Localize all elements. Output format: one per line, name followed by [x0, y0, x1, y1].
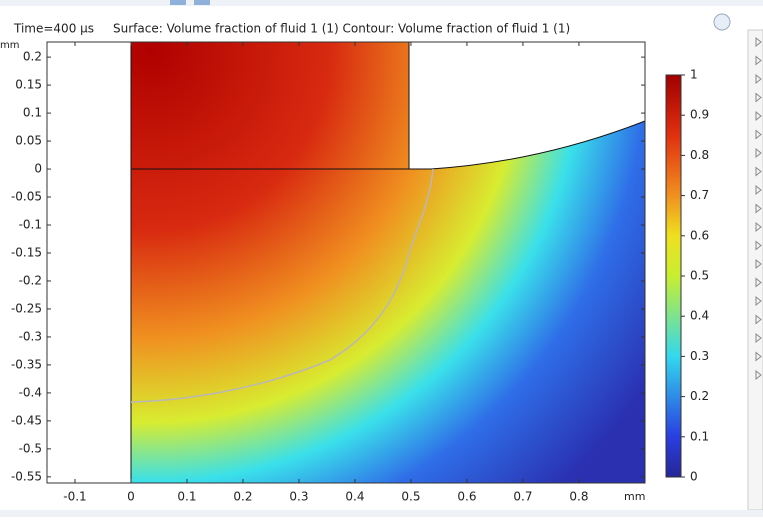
y-tick-label: -0.3 [19, 329, 42, 343]
expand-arrow [755, 36, 762, 48]
toolbar-button[interactable] [194, 0, 210, 5]
plot-title: Surface: Volume fraction of fluid 1 (1) … [113, 22, 570, 36]
expand-arrow [755, 332, 762, 344]
y-tick-label: -0.55 [11, 469, 42, 483]
y-tick-label: -0.5 [19, 441, 42, 455]
x-tick-label: -0.1 [63, 490, 86, 504]
x-tick-label: 0.8 [569, 490, 588, 504]
domain-boundary [130, 42, 646, 483]
expand-arrow [755, 110, 762, 122]
expand-arrow [755, 240, 762, 251]
contour-line [130, 168, 434, 403]
expand-arrow [755, 166, 762, 177]
y-tick-label: -0.25 [11, 301, 42, 315]
x-tick-label: 0.7 [513, 490, 532, 504]
x-tick-label: 0.5 [401, 490, 420, 504]
x-tick-label: 0.6 [457, 490, 476, 504]
expand-arrow [755, 203, 762, 214]
expand-arrow [755, 314, 762, 325]
expand-arrow [755, 184, 762, 196]
status-bar [0, 510, 763, 517]
y-tick-label: 0 [34, 162, 42, 176]
side-arrows [755, 36, 762, 381]
x-tick-label: 0 [127, 490, 135, 504]
x-tick-label: 0.2 [233, 490, 252, 504]
y-tick-label: -0.15 [11, 245, 42, 259]
colorbar-tick-label: 0.1 [690, 429, 709, 443]
toolbar [0, 0, 763, 6]
y-tick-label: -0.4 [19, 385, 42, 399]
time-label: Time=400 µs [13, 22, 94, 36]
colorbar-tick-label: 0.3 [690, 349, 709, 363]
expand-arrow [755, 221, 762, 233]
expand-arrow [755, 295, 762, 307]
camera-button[interactable] [713, 13, 731, 31]
x-tick-label: 0.4 [345, 490, 364, 504]
expand-arrow [755, 351, 762, 362]
colorbar-tick-label: 0 [690, 470, 698, 484]
expand-arrow [755, 369, 762, 381]
y-tick-label: 0.2 [23, 50, 42, 64]
y-tick-label: -0.05 [11, 190, 42, 204]
expand-arrow [755, 92, 762, 103]
colorbar [665, 74, 682, 478]
expand-arrow [755, 277, 762, 288]
y-unit: mm [0, 40, 19, 51]
colorbar-tick-label: 0.9 [690, 108, 709, 122]
colorbar-tick-label: 0.8 [690, 148, 709, 162]
expand-arrow [755, 73, 762, 85]
toolbar-button[interactable] [170, 0, 186, 5]
colorbar-tick-label: 1 [690, 68, 698, 82]
colorbar-tick-label: 0.5 [690, 269, 709, 283]
y-tick-label: 0.15 [15, 78, 42, 92]
expand-arrow [755, 55, 762, 66]
x-tick-label: 0.3 [289, 490, 308, 504]
y-tick-label: -0.1 [19, 218, 42, 232]
expand-arrow [755, 147, 762, 159]
y-tick-label: 0.1 [23, 106, 42, 120]
x-unit: mm [624, 490, 645, 503]
surface [131, 42, 645, 483]
y-tick-label: -0.2 [19, 273, 42, 287]
x-tick-label: 0.1 [177, 490, 196, 504]
colorbar-tick-label: 0.7 [690, 188, 709, 202]
y-tick-label: -0.45 [11, 413, 42, 427]
colorbar-tick-label: 0.6 [690, 228, 709, 242]
colorbar-tick-label: 0.4 [690, 309, 709, 323]
y-tick-label: -0.35 [11, 357, 42, 371]
expand-arrow [755, 258, 762, 270]
plot-frame [46, 41, 646, 484]
y-tick-label: 0.05 [15, 134, 42, 148]
colorbar-tick-label: 0.2 [690, 389, 709, 403]
expand-arrow [755, 129, 762, 140]
